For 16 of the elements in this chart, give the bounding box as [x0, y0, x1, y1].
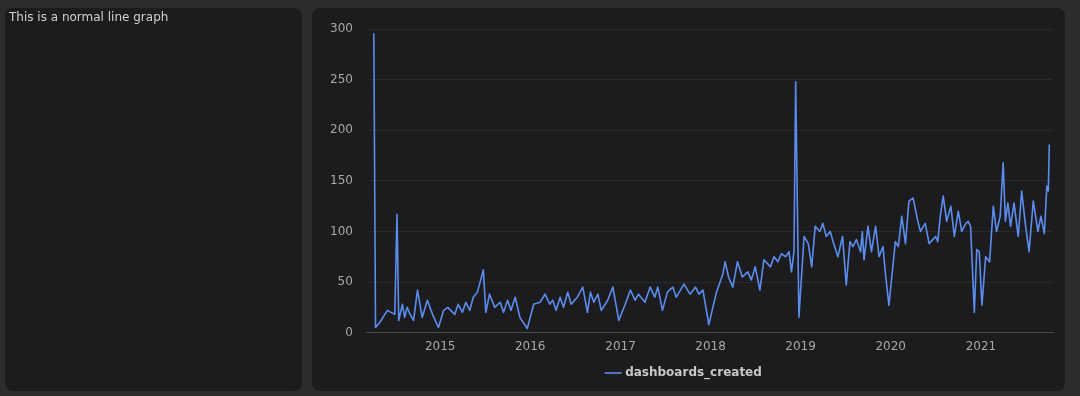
x-tick-label: 2016 [514, 338, 546, 353]
y-tick-label: 0 [345, 324, 353, 339]
y-tick-label: 150 [330, 173, 353, 188]
legend-label: dashboards_created [625, 365, 762, 381]
x-tick-label: 2017 [605, 338, 636, 353]
x-tick-label: 2019 [785, 338, 816, 353]
text: This is a normal line graph [9, 10, 170, 24]
y-tick-label: 300 [330, 21, 353, 36]
y-tick-label: 100 [330, 223, 353, 238]
x-tick-label: 2018 [695, 338, 726, 353]
y-tick-label: 250 [330, 71, 353, 86]
x-tick-label: 2021 [965, 338, 997, 353]
y-tick-label: 50 [337, 274, 353, 289]
x-tick-label: 2015 [424, 338, 456, 353]
x-tick-label: 2020 [875, 338, 906, 353]
y-tick-label: 200 [330, 122, 353, 137]
